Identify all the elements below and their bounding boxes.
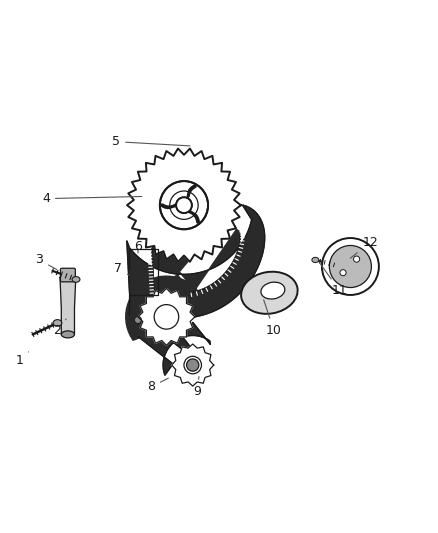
FancyBboxPatch shape xyxy=(60,268,75,282)
Ellipse shape xyxy=(261,282,285,299)
Ellipse shape xyxy=(61,331,74,338)
Circle shape xyxy=(154,304,179,329)
Text: 1: 1 xyxy=(16,352,28,367)
Circle shape xyxy=(329,246,371,287)
Text: 11: 11 xyxy=(319,262,347,297)
Circle shape xyxy=(353,256,360,262)
Circle shape xyxy=(160,181,208,229)
Polygon shape xyxy=(127,149,241,262)
Circle shape xyxy=(322,238,379,295)
Text: 12: 12 xyxy=(350,236,378,258)
Circle shape xyxy=(184,356,201,374)
Polygon shape xyxy=(165,205,188,225)
Text: 9: 9 xyxy=(193,377,201,398)
Circle shape xyxy=(187,359,199,371)
Ellipse shape xyxy=(72,277,80,282)
Ellipse shape xyxy=(312,257,319,263)
Text: 4: 4 xyxy=(42,192,142,205)
Ellipse shape xyxy=(241,272,298,314)
Text: 3: 3 xyxy=(35,253,57,270)
Ellipse shape xyxy=(53,320,62,326)
Text: 6: 6 xyxy=(134,240,142,253)
Polygon shape xyxy=(60,278,76,334)
Polygon shape xyxy=(172,344,214,386)
Polygon shape xyxy=(126,205,265,340)
Polygon shape xyxy=(184,190,204,216)
Circle shape xyxy=(340,270,346,276)
Circle shape xyxy=(160,181,208,229)
Polygon shape xyxy=(138,288,195,345)
Circle shape xyxy=(134,317,141,324)
Text: 8: 8 xyxy=(147,378,168,393)
Polygon shape xyxy=(138,322,210,375)
Circle shape xyxy=(176,197,192,213)
Text: 10: 10 xyxy=(264,300,282,336)
Text: 7: 7 xyxy=(114,262,129,275)
Text: 5: 5 xyxy=(112,135,190,148)
Polygon shape xyxy=(165,185,188,205)
Text: 2: 2 xyxy=(53,319,66,336)
